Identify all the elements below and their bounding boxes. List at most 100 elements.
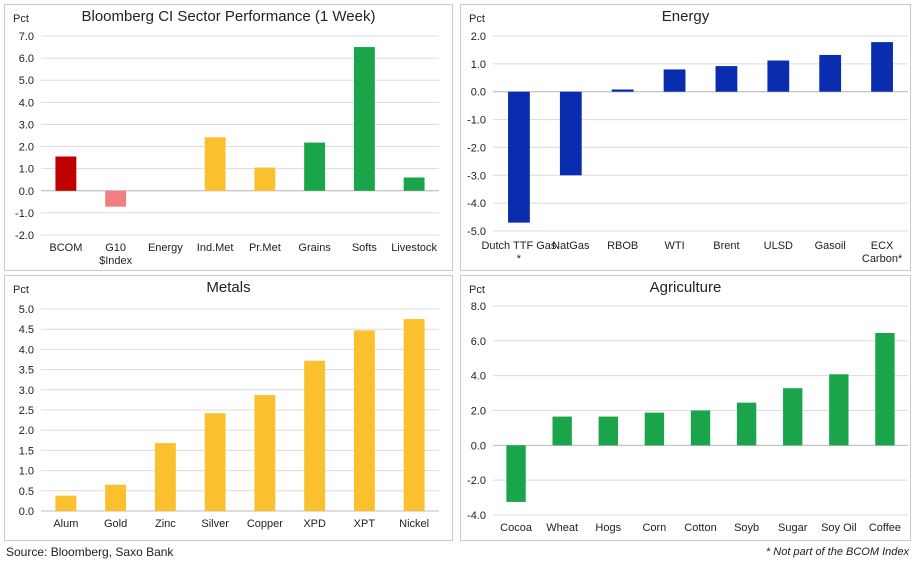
chart-svg: Metals Pct 0.0 0.5 1.0 1.5 2.0 2.5 3.0 3.5 4.0 4.5 5… <box>13 279 439 530</box>
source-note: Source: Bloomberg, Saxo Bank <box>6 545 174 559</box>
bar <box>767 60 790 92</box>
y-tick-label: 5.0 <box>19 75 34 87</box>
chart-title: Bloomberg CI Sector Performance (1 Week) <box>81 8 375 25</box>
x-tick-label: Softs <box>352 242 378 254</box>
x-tick-label: Sugar <box>778 522 808 534</box>
y-axis-unit-label: Pct <box>13 13 29 25</box>
y-tick-label: 7.0 <box>19 31 34 43</box>
bar <box>552 416 572 446</box>
y-tick-label: 4.0 <box>19 344 34 356</box>
y-tick-label: 0.0 <box>19 506 34 518</box>
x-tick-label: Soyb <box>734 522 759 534</box>
y-tick-label: 4.0 <box>471 371 486 383</box>
x-tick-label: Energy <box>148 242 183 254</box>
bar <box>506 445 526 502</box>
chart-title: Agriculture <box>650 279 722 296</box>
bar <box>875 332 895 446</box>
y-tick-label: 4.5 <box>19 324 34 336</box>
bar <box>353 330 375 511</box>
chart-panel-energy: Energy Pct -5.0 -4.0 -3.0 -2.0 -1.0 0.0 1.0 2.0 Du… <box>460 4 911 271</box>
chart-svg: Bloomberg CI Sector Performance (1 Week)… <box>13 8 439 267</box>
y-tick-label: 1.5 <box>19 445 34 457</box>
chart-title: Metals <box>206 279 250 296</box>
bar <box>204 413 226 511</box>
y-tick-label: 2.5 <box>19 405 34 417</box>
x-tick-label: ULSD <box>764 240 793 252</box>
x-tick-label: Grains <box>298 242 331 254</box>
bar <box>508 91 530 223</box>
x-tick-label: Copper <box>247 518 283 530</box>
bar <box>304 142 326 191</box>
bar <box>403 177 425 191</box>
x-tick-label: Wheat <box>546 522 578 534</box>
bar <box>105 190 127 207</box>
bar <box>871 42 893 92</box>
chart-panel-metals: Metals Pct 0.0 0.5 1.0 1.5 2.0 2.5 3.0 3.5 4.0 4.5 5… <box>4 275 453 541</box>
y-axis-unit-label: Pct <box>469 284 485 296</box>
bar <box>403 319 425 511</box>
footnote: * Not part of the BCOM Index <box>765 546 909 558</box>
y-tick-label: -4.0 <box>467 510 486 522</box>
y-tick-label: 2.0 <box>471 31 486 43</box>
y-tick-label: 5.0 <box>19 304 34 316</box>
bar <box>353 47 375 191</box>
x-tick-label: Gold <box>104 518 127 530</box>
x-tick-label: Livestock <box>391 242 437 254</box>
x-tick-label: Zinc <box>155 518 176 530</box>
x-tick-label: Gasoil <box>815 240 846 252</box>
y-tick-label: 8.0 <box>471 301 486 313</box>
chart-panel-agriculture: Agriculture Pct -4.0 -2.0 0.0 2.0 4.0 6.0 8.0 Coc… <box>460 275 911 541</box>
bar <box>644 412 665 446</box>
x-tick-label: BCOM <box>49 242 82 254</box>
x-tick-label: XPD <box>303 518 326 530</box>
y-tick-label: 2.0 <box>19 425 34 437</box>
bar <box>154 443 176 511</box>
x-tick-label: ECX Carbon* <box>862 240 903 265</box>
x-tick-label: Coffee <box>869 522 901 534</box>
x-tick-label: Cocoa <box>500 522 533 534</box>
y-tick-label: -1.0 <box>15 208 34 220</box>
y-tick-label: -1.0 <box>467 115 486 127</box>
bar <box>690 410 711 446</box>
bar <box>783 388 803 446</box>
y-tick-label: 0.0 <box>471 87 486 99</box>
x-tick-label: NatGas <box>552 240 590 252</box>
y-tick-label: 3.0 <box>19 385 34 397</box>
y-tick-label: 4.0 <box>19 97 34 109</box>
x-tick-label: G10 $Index <box>99 242 133 267</box>
y-tick-label: -2.0 <box>467 142 486 154</box>
y-tick-label: -2.0 <box>467 475 486 487</box>
y-tick-label: -5.0 <box>467 226 486 238</box>
bar <box>819 54 842 92</box>
bar <box>559 91 582 176</box>
bar <box>204 137 226 191</box>
y-tick-label: -2.0 <box>15 230 34 242</box>
x-tick-label: Pr.Met <box>249 242 281 254</box>
y-axis-unit-label: Pct <box>13 284 29 296</box>
y-tick-label: 3.0 <box>19 119 34 131</box>
x-tick-label: WTI <box>664 240 684 252</box>
chart-title: Energy <box>662 8 710 25</box>
bar <box>715 66 738 92</box>
x-tick-label: Alum <box>53 518 78 530</box>
y-tick-label: 0.5 <box>19 486 34 498</box>
x-tick-label: Soy Oil <box>821 522 856 534</box>
bar <box>254 167 276 191</box>
x-tick-label: XPT <box>354 518 376 530</box>
y-tick-label: 6.0 <box>19 53 34 65</box>
y-tick-label: 1.0 <box>19 466 34 478</box>
y-tick-label: 0.0 <box>19 186 34 198</box>
x-tick-label: Ind.Met <box>197 242 234 254</box>
y-tick-label: 2.0 <box>19 142 34 154</box>
x-tick-label: Cotton <box>684 522 716 534</box>
chart-svg: Agriculture Pct -4.0 -2.0 0.0 2.0 4.0 6.0 8.0 Coc… <box>467 279 908 534</box>
chart-svg: Energy Pct -5.0 -4.0 -3.0 -2.0 -1.0 0.0 1.0 2.0 Du… <box>467 8 908 265</box>
bar <box>55 495 77 511</box>
y-tick-label: 1.0 <box>471 59 486 71</box>
bar <box>829 374 849 446</box>
y-tick-label: -4.0 <box>467 198 486 210</box>
y-tick-label: 2.0 <box>471 406 486 418</box>
y-tick-label: -3.0 <box>467 170 486 182</box>
x-tick-label: RBOB <box>607 240 638 252</box>
bar <box>254 395 276 511</box>
